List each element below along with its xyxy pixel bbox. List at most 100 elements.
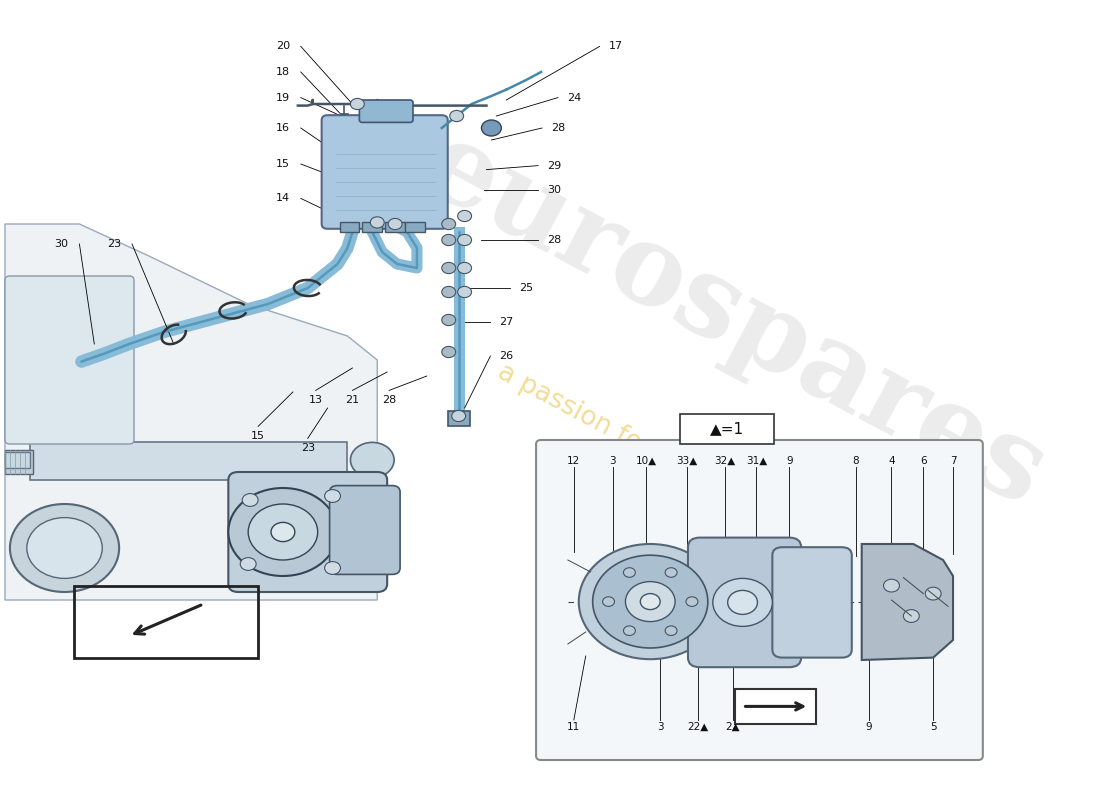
Circle shape — [442, 314, 455, 326]
Text: eurospares: eurospares — [406, 111, 1064, 529]
Circle shape — [324, 562, 341, 574]
Circle shape — [442, 286, 455, 298]
Text: 5: 5 — [930, 722, 936, 731]
Bar — [6, 450, 33, 474]
Text: 23: 23 — [107, 239, 121, 249]
FancyBboxPatch shape — [6, 276, 134, 444]
Text: 28: 28 — [551, 123, 565, 133]
Text: 15: 15 — [276, 159, 290, 169]
Text: ▲=1: ▲=1 — [710, 422, 744, 436]
Text: 32▲: 32▲ — [714, 456, 735, 466]
Bar — [385, 222, 405, 232]
Text: a passion for parts since 1985: a passion for parts since 1985 — [493, 359, 857, 569]
Circle shape — [442, 234, 455, 246]
Circle shape — [624, 626, 636, 635]
Polygon shape — [6, 224, 377, 600]
Text: 13: 13 — [309, 395, 322, 405]
FancyBboxPatch shape — [772, 547, 851, 658]
Circle shape — [458, 286, 472, 298]
Circle shape — [10, 504, 119, 592]
Circle shape — [458, 262, 472, 274]
Circle shape — [442, 218, 455, 230]
Text: 24: 24 — [566, 93, 581, 102]
Text: 14: 14 — [276, 194, 290, 203]
Circle shape — [686, 597, 697, 606]
Text: 4: 4 — [888, 456, 894, 466]
Text: 19: 19 — [276, 93, 290, 102]
Bar — [405, 222, 425, 232]
Text: 8: 8 — [852, 456, 859, 466]
Text: 28: 28 — [382, 395, 396, 405]
Circle shape — [925, 587, 942, 600]
Text: 9: 9 — [866, 722, 872, 731]
Text: 30: 30 — [55, 239, 68, 249]
Circle shape — [593, 555, 707, 648]
Bar — [448, 411, 470, 426]
Circle shape — [249, 504, 318, 560]
Text: 16: 16 — [276, 123, 290, 133]
Circle shape — [579, 544, 722, 659]
Text: 23: 23 — [300, 443, 315, 453]
Text: 31▲: 31▲ — [746, 456, 767, 466]
Text: 15: 15 — [251, 431, 265, 441]
Circle shape — [903, 610, 920, 622]
Text: 21: 21 — [345, 395, 360, 405]
Text: 11: 11 — [568, 722, 581, 731]
Circle shape — [666, 568, 678, 578]
Circle shape — [271, 522, 295, 542]
Text: 22▲: 22▲ — [688, 722, 708, 731]
Circle shape — [388, 218, 403, 230]
Circle shape — [371, 217, 384, 228]
Circle shape — [624, 568, 636, 578]
Text: 3: 3 — [609, 456, 616, 466]
Text: 3: 3 — [657, 722, 663, 731]
Circle shape — [666, 626, 678, 635]
FancyBboxPatch shape — [680, 414, 774, 444]
Text: 10▲: 10▲ — [636, 456, 657, 466]
Bar — [6, 452, 30, 468]
Text: 7: 7 — [949, 456, 956, 466]
FancyBboxPatch shape — [735, 689, 816, 724]
Text: 26: 26 — [499, 351, 514, 361]
Text: 17: 17 — [608, 42, 623, 51]
FancyBboxPatch shape — [330, 486, 400, 574]
Circle shape — [713, 578, 772, 626]
Text: 18: 18 — [276, 67, 290, 77]
Circle shape — [728, 590, 758, 614]
Text: 29: 29 — [547, 161, 561, 170]
FancyBboxPatch shape — [536, 440, 982, 760]
Text: 33▲: 33▲ — [676, 456, 697, 466]
Circle shape — [351, 442, 394, 478]
Text: 9: 9 — [785, 456, 792, 466]
Text: 20: 20 — [276, 42, 290, 51]
Circle shape — [242, 494, 258, 506]
Bar — [30, 442, 348, 480]
Text: 30: 30 — [547, 186, 561, 195]
Circle shape — [229, 488, 338, 576]
Circle shape — [458, 234, 472, 246]
FancyBboxPatch shape — [360, 100, 412, 122]
Circle shape — [603, 597, 615, 606]
Bar — [362, 222, 382, 232]
Polygon shape — [861, 544, 953, 660]
Circle shape — [626, 582, 675, 622]
FancyBboxPatch shape — [321, 115, 448, 229]
FancyBboxPatch shape — [688, 538, 801, 667]
FancyBboxPatch shape — [229, 472, 387, 592]
Circle shape — [482, 120, 502, 136]
Circle shape — [351, 98, 364, 110]
Circle shape — [442, 346, 455, 358]
Circle shape — [26, 518, 102, 578]
Circle shape — [450, 110, 463, 122]
Text: 25: 25 — [519, 283, 534, 293]
Circle shape — [458, 210, 472, 222]
Bar — [340, 222, 360, 232]
Circle shape — [240, 558, 256, 570]
Circle shape — [640, 594, 660, 610]
Circle shape — [442, 262, 455, 274]
Text: 6: 6 — [920, 456, 926, 466]
Text: 28: 28 — [547, 235, 561, 245]
Text: 27: 27 — [499, 318, 514, 327]
Text: 12: 12 — [568, 456, 581, 466]
Circle shape — [324, 490, 341, 502]
